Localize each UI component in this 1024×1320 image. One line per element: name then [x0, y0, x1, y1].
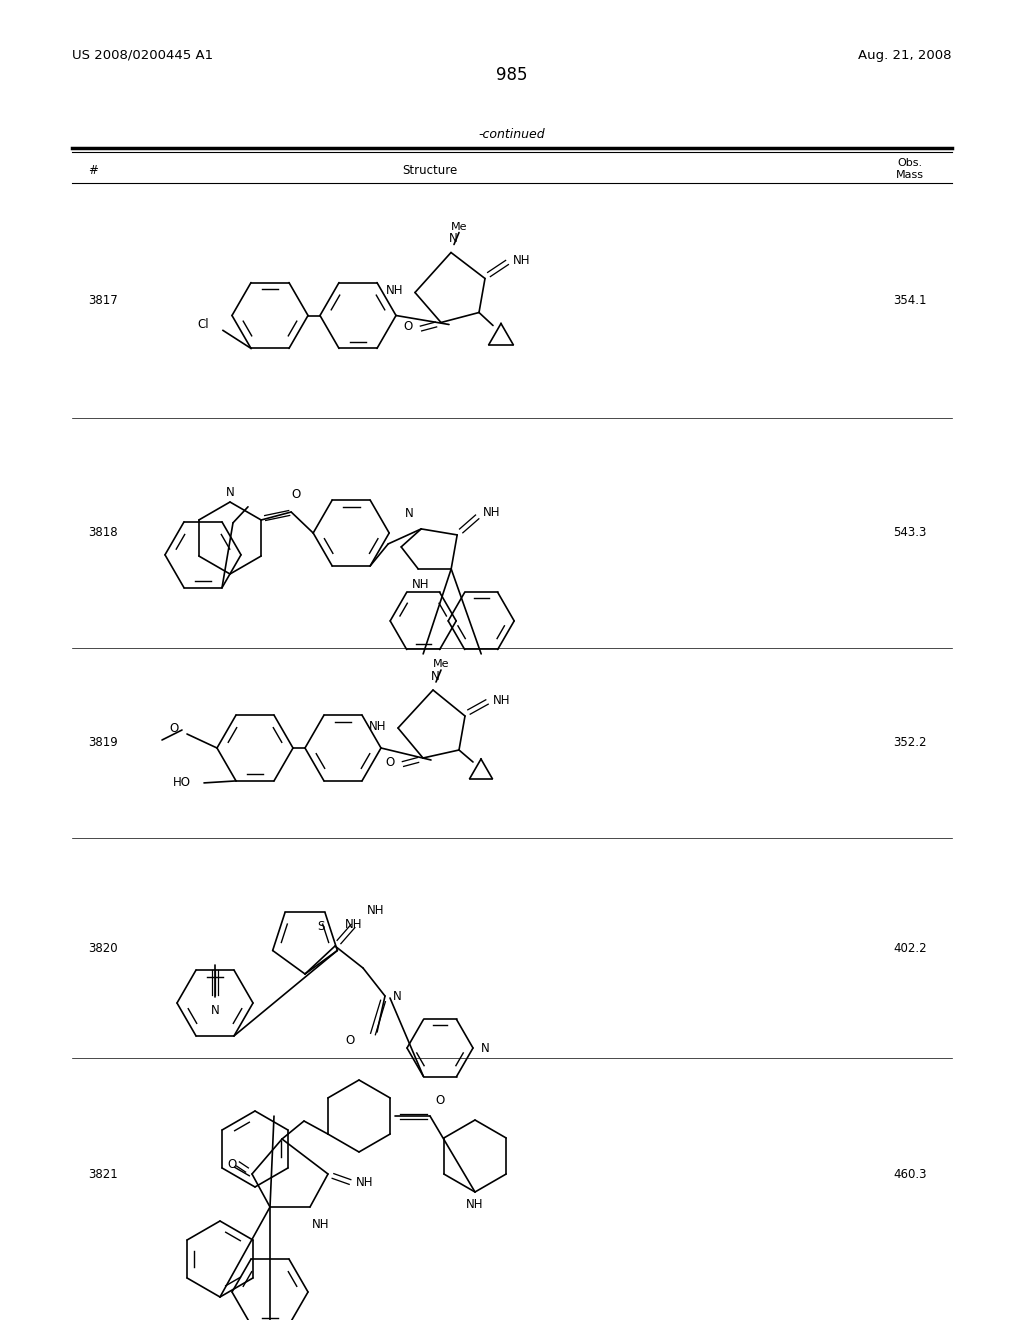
Text: NH: NH: [412, 578, 429, 591]
Text: N: N: [225, 487, 234, 499]
Text: O: O: [386, 755, 395, 768]
Text: Me: Me: [451, 222, 467, 231]
Text: US 2008/0200445 A1: US 2008/0200445 A1: [72, 49, 213, 62]
Text: NH: NH: [385, 284, 403, 297]
Text: 3819: 3819: [88, 737, 118, 750]
Text: 354.1: 354.1: [893, 294, 927, 308]
Text: Structure: Structure: [402, 164, 458, 177]
Text: NH: NH: [345, 917, 362, 931]
Text: Me: Me: [433, 659, 450, 669]
Text: 402.2: 402.2: [893, 941, 927, 954]
Text: O: O: [346, 1034, 355, 1047]
Text: Mass: Mass: [896, 170, 924, 180]
Text: Obs.: Obs.: [897, 158, 923, 168]
Text: 3818: 3818: [88, 527, 118, 540]
Text: N: N: [404, 507, 413, 520]
Text: NH: NH: [493, 693, 511, 706]
Text: N: N: [393, 990, 401, 1002]
Text: O: O: [227, 1158, 237, 1171]
Text: O: O: [292, 487, 301, 500]
Text: 352.2: 352.2: [893, 737, 927, 750]
Text: N: N: [211, 1003, 219, 1016]
Text: 460.3: 460.3: [893, 1167, 927, 1180]
Text: NH: NH: [513, 253, 530, 267]
Text: NH: NH: [466, 1197, 483, 1210]
Text: Aug. 21, 2008: Aug. 21, 2008: [858, 49, 952, 62]
Text: N: N: [431, 669, 439, 682]
Text: 3821: 3821: [88, 1167, 118, 1180]
Text: NH: NH: [312, 1218, 330, 1232]
Text: #: #: [88, 164, 98, 177]
Text: O: O: [435, 1094, 444, 1107]
Text: Cl: Cl: [198, 318, 209, 331]
Text: 543.3: 543.3: [893, 527, 927, 540]
Text: N: N: [449, 232, 458, 246]
Text: O: O: [169, 722, 178, 734]
Text: NH: NH: [483, 507, 501, 519]
Text: 3820: 3820: [88, 941, 118, 954]
Text: NH: NH: [367, 903, 384, 916]
Text: N: N: [480, 1041, 489, 1055]
Text: 3817: 3817: [88, 294, 118, 308]
Text: -continued: -continued: [478, 128, 546, 141]
Text: 985: 985: [497, 66, 527, 84]
Text: HO: HO: [173, 776, 191, 789]
Text: S: S: [317, 920, 325, 933]
Text: NH: NH: [356, 1176, 374, 1188]
Text: O: O: [403, 319, 413, 333]
Text: NH: NH: [369, 719, 386, 733]
